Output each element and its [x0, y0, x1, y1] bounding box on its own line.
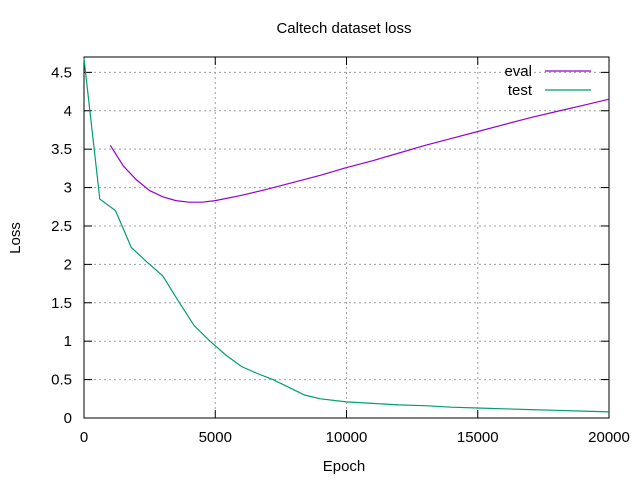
y-tick-label: 3.5	[51, 141, 72, 158]
x-axis-label: Epoch	[323, 458, 366, 475]
legend: eval test	[504, 63, 591, 99]
y-tick-label: 1.5	[51, 295, 72, 312]
series-line-eval	[109, 98, 610, 203]
legend-label-eval: eval	[504, 63, 532, 80]
y-axis-label: Loss	[7, 222, 24, 254]
x-tick-label: 5000	[199, 429, 232, 446]
axis-ticks	[83, 57, 610, 419]
y-tick-label: 0.5	[51, 372, 72, 389]
grid-lines	[84, 57, 609, 418]
y-tick-label: 1	[64, 333, 72, 350]
y-tick-label: 4	[64, 103, 72, 120]
series-lines	[83, 58, 610, 413]
x-tick-label: 20000	[588, 429, 630, 446]
y-tick-label: 0	[64, 410, 72, 427]
legend-label-test: test	[508, 82, 533, 99]
x-tick-label: 10000	[326, 429, 368, 446]
series-line-test	[83, 58, 610, 413]
chart-title: Caltech dataset loss	[276, 20, 411, 37]
axis-tick-labels: 0 5000 10000 15000 20000 0 0.5 1 1.5 2 2.5 3 3.5 4 4.5	[51, 64, 630, 446]
y-tick-label: 3	[64, 180, 72, 197]
x-tick-label: 0	[80, 429, 88, 446]
y-tick-label: 2	[64, 256, 72, 273]
y-tick-label: 4.5	[51, 64, 72, 81]
x-tick-label: 15000	[457, 429, 499, 446]
y-tick-label: 2.5	[51, 218, 72, 235]
